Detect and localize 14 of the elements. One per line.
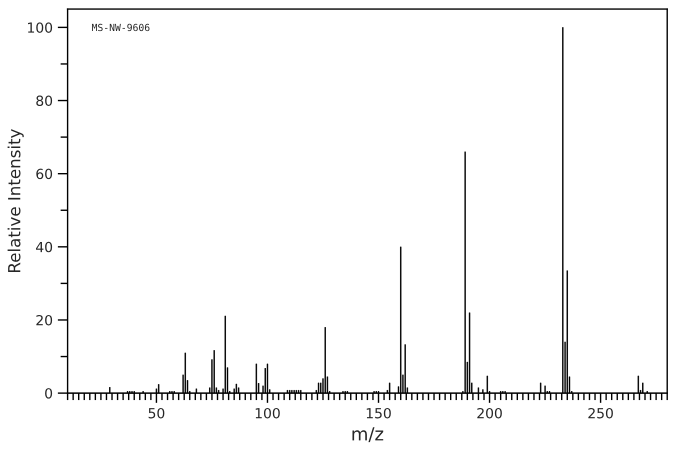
x-tick-label: 100 — [256, 408, 280, 418]
y-tick-label: 0 — [45, 388, 52, 399]
y-tick-label: 80 — [36, 96, 52, 106]
y-tick-label: 100 — [28, 22, 52, 33]
y-tick-label: 60 — [36, 168, 52, 180]
x-tick-label: 150 — [366, 408, 391, 418]
y-tick-label: 40 — [36, 242, 52, 252]
y-axis-title: Relative Intensity — [8, 129, 24, 272]
x-axis-title: m/z — [352, 427, 384, 442]
y-tick-label: 20 — [36, 314, 52, 326]
x-tick-label: 200 — [477, 408, 502, 418]
x-tick-label: 50 — [148, 408, 164, 418]
annotation: MS-NW-9606 — [92, 24, 150, 32]
x-tick-label: 250 — [588, 408, 613, 418]
